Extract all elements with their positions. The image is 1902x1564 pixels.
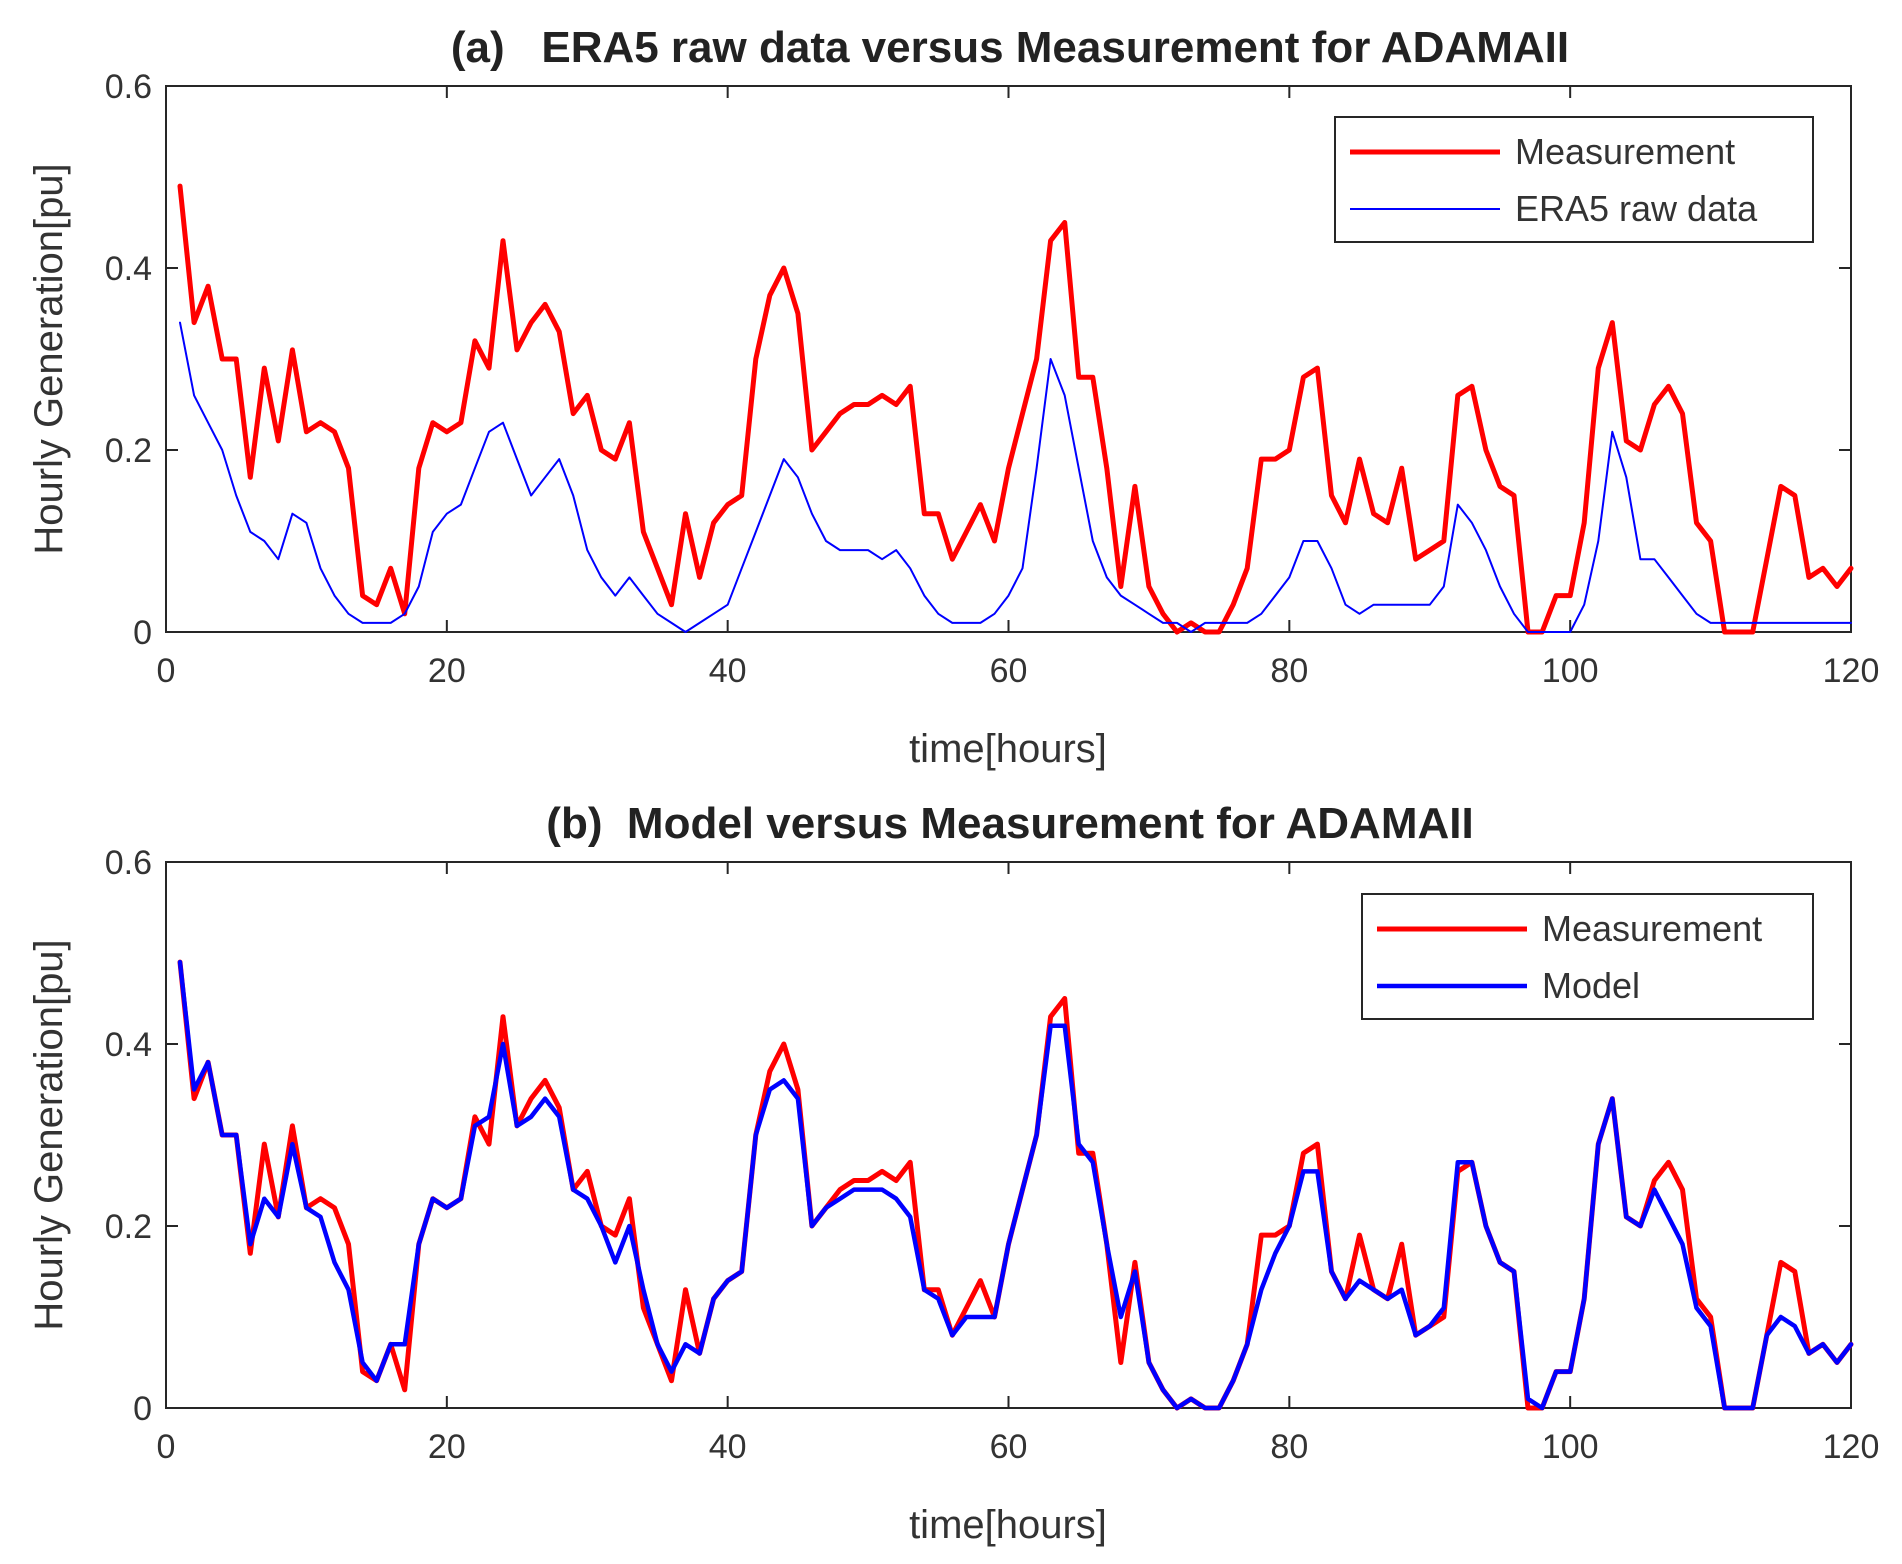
x-tick-label: 0	[157, 652, 176, 690]
x-tick-label: 100	[1542, 1428, 1599, 1466]
legend-label-measurement: Measurement	[1542, 908, 1762, 949]
x-tick-label: 0	[157, 1428, 176, 1466]
chart-panel-b: (b) Model versus Measurement for ADAMAII…	[27, 799, 1879, 1547]
series-layer	[177, 183, 1854, 635]
y-tick-label: 0	[133, 1390, 152, 1428]
y-tick-label: 0.6	[105, 844, 152, 882]
legend-label-model: Model	[1542, 965, 1640, 1006]
x-tick-label: 40	[709, 652, 747, 690]
x-tick-label: 100	[1542, 652, 1599, 690]
y-tick-labels: 0 0.2 0.4 0.6	[105, 844, 152, 1428]
series-line-measurement	[177, 183, 1854, 635]
x-tick-label: 20	[428, 1428, 466, 1466]
legend: Measurement Model	[1361, 893, 1814, 1020]
legend-box	[1361, 893, 1814, 1020]
y-tick-label: 0.2	[105, 432, 152, 470]
y-tick-label: 0.2	[105, 1208, 152, 1246]
series-layer	[177, 959, 1854, 1411]
axis-ticks	[165, 861, 1852, 1409]
x-tick-labels: 0 20 40 60 80 100 120	[157, 652, 1880, 690]
x-tick-label: 60	[990, 1428, 1028, 1466]
y-axis-label: Hourly Generation[pu]	[27, 163, 71, 554]
x-axis-label: time[hours]	[909, 1503, 1107, 1547]
y-axis-label: Hourly Generation[pu]	[27, 939, 71, 1330]
y-tick-labels: 0 0.2 0.4 0.6	[105, 68, 152, 652]
legend: Measurement ERA5 raw data	[1334, 116, 1814, 243]
x-tick-label: 20	[428, 652, 466, 690]
y-tick-label: 0	[133, 614, 152, 652]
x-tick-label: 120	[1823, 1428, 1880, 1466]
chart-panel-a: (a) ERA5 raw data versus Measurement for…	[27, 23, 1879, 771]
legend-box	[1334, 116, 1814, 243]
chart-title: (b) Model versus Measurement for ADAMAII	[546, 799, 1473, 848]
x-axis-label: time[hours]	[909, 727, 1107, 771]
chart-title: (a) ERA5 raw data versus Measurement for…	[451, 23, 1569, 72]
y-tick-label: 0.6	[105, 68, 152, 106]
legend-label-era5: ERA5 raw data	[1515, 188, 1758, 229]
x-tick-label: 60	[990, 652, 1028, 690]
x-tick-label: 80	[1270, 652, 1308, 690]
series-line-era5-raw-data	[179, 321, 1852, 633]
y-tick-label: 0.4	[105, 1026, 152, 1064]
legend-label-measurement: Measurement	[1515, 131, 1735, 172]
axis-ticks	[165, 85, 1852, 633]
x-tick-label: 80	[1270, 1428, 1308, 1466]
x-tick-label: 120	[1823, 652, 1880, 690]
y-tick-label: 0.4	[105, 250, 152, 288]
series-line-model	[177, 959, 1854, 1411]
x-tick-label: 40	[709, 1428, 747, 1466]
x-tick-labels: 0 20 40 60 80 100 120	[157, 1428, 1880, 1466]
